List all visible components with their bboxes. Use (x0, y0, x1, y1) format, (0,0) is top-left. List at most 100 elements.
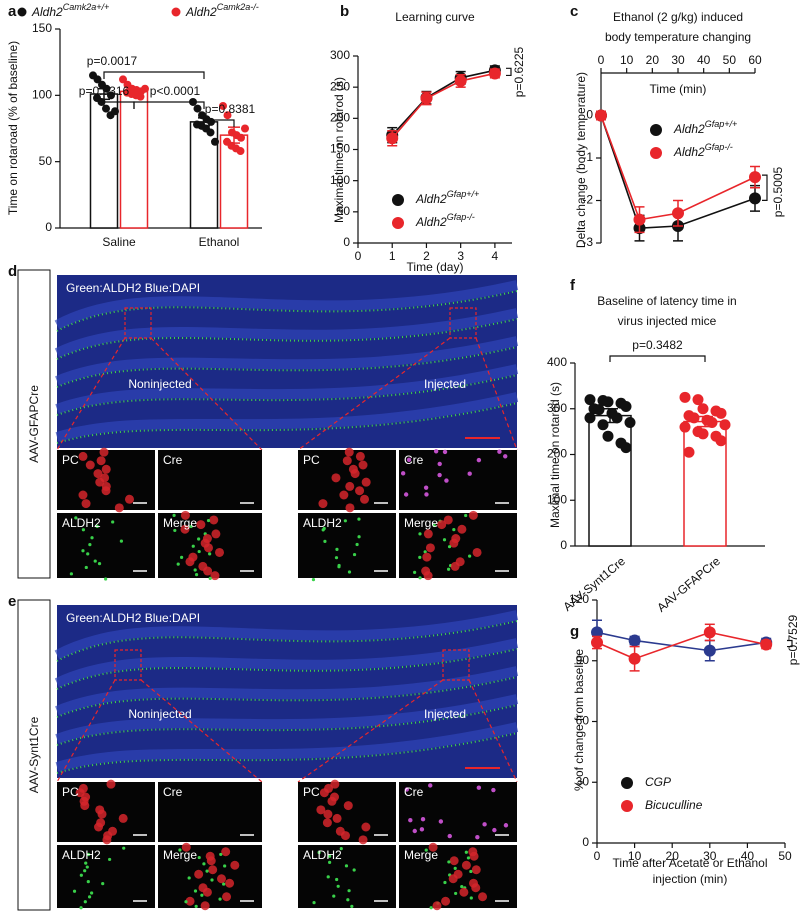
cre-signal (423, 485, 429, 490)
pc-cell (196, 520, 206, 530)
tissue-fold (55, 364, 519, 414)
pc-cell (211, 529, 221, 539)
y-tick-label: 0 (45, 220, 52, 234)
pc-cell (360, 494, 370, 504)
aldh2-signal (95, 524, 99, 528)
pc-cell (437, 520, 447, 530)
cre-signal (476, 457, 482, 463)
aldh2-signal (176, 562, 180, 566)
significance-bracket (103, 71, 205, 79)
aldh2-stain (56, 402, 518, 444)
inset-image (399, 450, 517, 510)
aldh2-signal (200, 893, 204, 897)
aldh2-signal (208, 552, 212, 556)
pc-cell (428, 842, 438, 852)
aldh2-signal (197, 537, 201, 541)
aldh2-signal (334, 556, 339, 560)
chart-title: body temperature changing (605, 30, 751, 44)
y-tick-label: 300 (330, 48, 350, 62)
aldh2-signal (173, 528, 177, 533)
aldh2-signal (187, 876, 191, 880)
data-point (624, 416, 636, 428)
aldh2-signal (466, 856, 471, 860)
aldh2-signal (69, 572, 73, 576)
x-tick-label: 10 (620, 53, 634, 67)
cre-signal (403, 492, 409, 497)
data-point (584, 394, 596, 406)
inset-image (298, 513, 396, 578)
pc-cell (441, 896, 451, 906)
cre-signal (428, 783, 433, 788)
pc-cell (468, 510, 478, 520)
y-axis-label: Time on rotaroad (% of baseline) (6, 41, 20, 215)
data-marker (749, 171, 761, 184)
cre-signal (404, 787, 410, 792)
x-tick-label: 20 (646, 53, 660, 67)
inset-label: ALDH2 (62, 516, 101, 530)
pc-cell (101, 486, 111, 496)
aldh2-signal (452, 528, 456, 532)
aldh2-signal (418, 555, 422, 559)
cre-signal (419, 827, 425, 832)
data-point (593, 404, 605, 416)
legend-name: Aldh2 (31, 5, 63, 19)
cre-signal (438, 819, 444, 824)
aldh2-signal (180, 555, 184, 559)
aldh2-signal (464, 513, 468, 518)
data-marker (591, 636, 603, 649)
y-tick-label: 30 (576, 774, 590, 788)
cre-signal (467, 471, 472, 476)
legend-name: Aldh2 (415, 215, 447, 229)
x-tick-label: Ethanol (199, 235, 240, 249)
x-tick-label: 1 (389, 249, 396, 263)
data-marker (749, 192, 761, 205)
y-tick-label: 90 (576, 653, 590, 667)
p-value: p=0.8381 (205, 102, 256, 116)
pc-cell (78, 490, 88, 500)
data-point (219, 101, 227, 110)
aldh2-signal (454, 891, 458, 896)
aldh2-signal (443, 880, 447, 885)
p-value: p=0.5005 (771, 166, 785, 217)
aldh2-signal (202, 862, 206, 866)
y-tick-label: 50 (337, 204, 351, 218)
data-point (692, 394, 704, 406)
cre-signal (420, 817, 426, 822)
legend-superscript: Gfap-/- (447, 212, 475, 222)
aldh2-signal (90, 536, 94, 540)
aldh2-signal (423, 550, 427, 554)
data-point (107, 91, 115, 100)
pc-cell (225, 878, 235, 888)
x-tick-label: 40 (697, 53, 711, 67)
aldh2-signal (119, 539, 123, 543)
cre-signal (424, 492, 429, 497)
y-tick-label: 60 (576, 714, 590, 728)
legend-label: Aldh2Gfap-/- (673, 142, 733, 159)
y-axis-label: Delta change (body temperature) (574, 72, 588, 248)
data-marker (633, 213, 646, 226)
significance-bracket (762, 174, 768, 201)
tissue-fold (55, 722, 519, 772)
pc-cell (343, 801, 353, 811)
data-point (223, 111, 232, 120)
data-point (688, 412, 700, 424)
aldh2-signal (446, 567, 451, 571)
legend-marker (392, 217, 404, 229)
data-point (602, 396, 614, 408)
data-marker (672, 207, 684, 220)
panel-letter: c (570, 3, 578, 20)
tissue-fold (55, 694, 519, 744)
y-axis-label: Maximal time on rotarod (s) (332, 77, 346, 223)
inset-image (399, 782, 517, 842)
panel-letter: f (570, 277, 576, 294)
pc-cell (85, 460, 95, 470)
roi-box (114, 649, 142, 681)
pc-cell (361, 477, 371, 487)
aldh2-signal (172, 513, 176, 518)
legend-label: Aldh2Camk2a+/+ (31, 2, 109, 19)
inset-image (298, 845, 396, 908)
pc-cell (461, 860, 471, 870)
aldh2-signal (460, 884, 464, 889)
legend-label: Aldh2Gfap+/+ (673, 119, 737, 136)
pc-cell (181, 842, 191, 852)
